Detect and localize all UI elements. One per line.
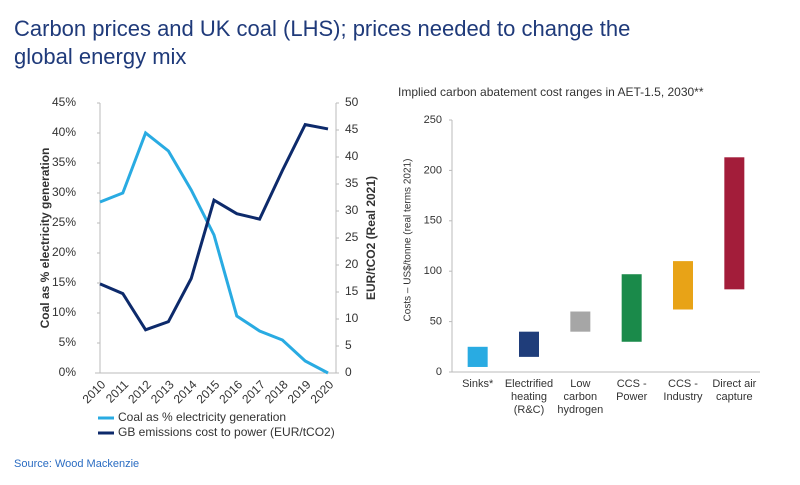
y-axis-label: Coal as % electricity generation xyxy=(38,148,52,329)
y2-tick-label: 15 xyxy=(345,284,359,298)
y-tick-label: 45% xyxy=(52,95,76,109)
range-bar xyxy=(724,157,745,290)
y2-tick-label: 50 xyxy=(345,95,359,109)
y2-tick-label: 10 xyxy=(345,311,359,325)
x-tick-label: CCS - xyxy=(668,378,698,390)
x-tick-label: Power xyxy=(616,391,648,403)
y2-tick-label: 40 xyxy=(345,149,359,163)
y-tick-label: 150 xyxy=(424,215,442,227)
y-tick-label: 15% xyxy=(52,275,76,289)
range-bar xyxy=(673,261,693,310)
y-tick-label: 0 xyxy=(436,366,442,378)
range-bar xyxy=(467,346,488,367)
range-bar xyxy=(519,331,539,357)
range-bar xyxy=(570,311,591,332)
y-tick-label: 35% xyxy=(52,155,76,169)
x-tick-label: hydrogen xyxy=(557,404,603,416)
source: Source: Wood Mackenzie xyxy=(14,458,139,470)
legend-label: Coal as % electricity generation xyxy=(118,410,286,424)
y-tick-label: 250 xyxy=(424,114,442,126)
y-tick-label: 40% xyxy=(52,125,76,139)
x-tick-label: heating xyxy=(511,391,547,403)
y-tick-label: 100 xyxy=(424,265,442,277)
y2-tick-label: 30 xyxy=(345,203,359,217)
y-tick-label: 0% xyxy=(59,365,77,379)
line-series xyxy=(99,122,329,332)
range-bar xyxy=(621,274,642,342)
x-tick-label: Direct air xyxy=(712,378,756,390)
x-tick-label: Industry xyxy=(663,391,703,403)
y-tick-label: 200 xyxy=(424,164,442,176)
y2-axis-label: EUR/tCO2 (Real 2021) xyxy=(364,176,378,300)
y2-tick-label: 35 xyxy=(345,176,359,190)
x-tick-label: Sinks* xyxy=(462,378,494,390)
legend-label: GB emissions cost to power (EUR/tCO2) xyxy=(118,425,335,439)
y-axis-label: Costs – US$/tonne (real terms 2021) xyxy=(403,159,414,322)
y-tick-label: 20% xyxy=(52,245,76,259)
y-tick-label: 5% xyxy=(59,335,77,349)
page-title: global energy mix xyxy=(14,44,186,69)
line-series xyxy=(99,130,329,375)
y2-tick-label: 45 xyxy=(345,122,359,136)
x-tick-label: Low xyxy=(570,378,590,390)
page-title: Carbon prices and UK coal (LHS); prices … xyxy=(14,16,630,41)
y2-tick-label: 0 xyxy=(345,365,352,379)
x-tick-label: capture xyxy=(716,391,753,403)
y-tick-label: 25% xyxy=(52,215,76,229)
y-tick-label: 50 xyxy=(430,316,442,328)
x-tick-label: Electrified xyxy=(505,378,553,390)
x-tick-label: carbon xyxy=(564,391,598,403)
y-tick-label: 10% xyxy=(52,305,76,319)
chart-title: Implied carbon abatement cost ranges in … xyxy=(398,85,704,99)
y-tick-label: 30% xyxy=(52,185,76,199)
y2-tick-label: 5 xyxy=(345,338,352,352)
y2-tick-label: 25 xyxy=(345,230,359,244)
x-tick-label: CCS - xyxy=(617,378,647,390)
x-tick-label: (R&C) xyxy=(514,404,545,416)
y2-tick-label: 20 xyxy=(345,257,359,271)
